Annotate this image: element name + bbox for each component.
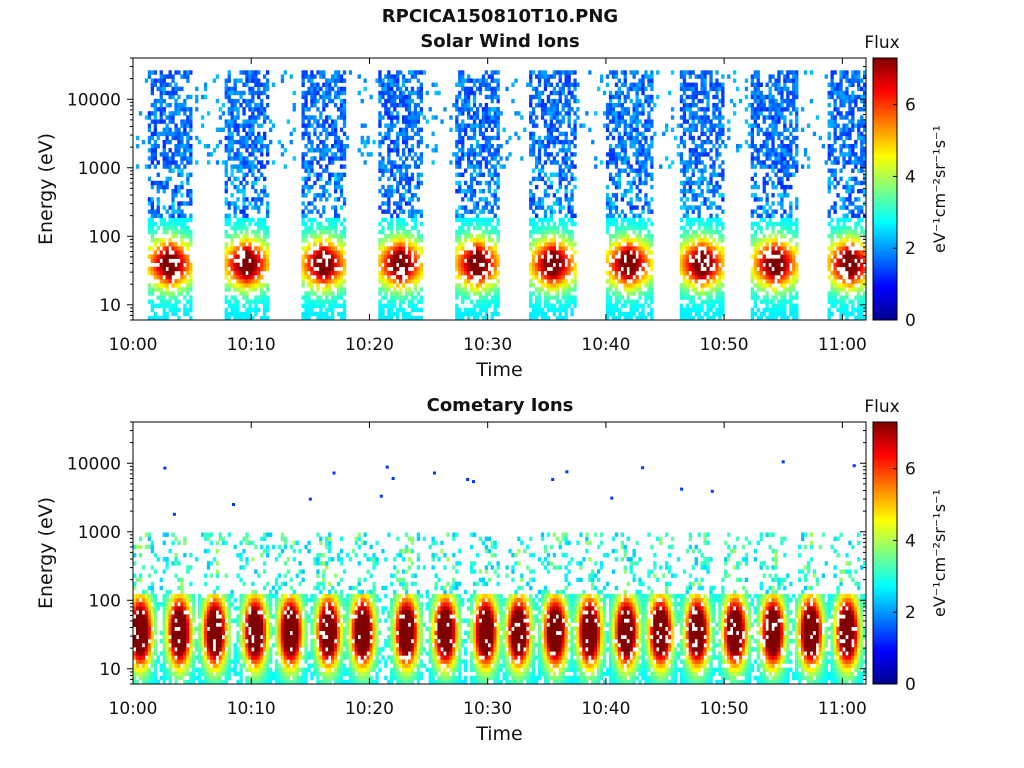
colorbar-unit-label: eV⁻¹cm⁻²sr⁻¹s⁻¹ bbox=[930, 125, 949, 253]
colorbar-unit-label: eV⁻¹cm⁻²sr⁻¹s⁻¹ bbox=[930, 489, 949, 617]
x-axis-label: Time bbox=[475, 359, 523, 381]
sparse-point bbox=[332, 471, 336, 475]
colorbar-label: Flux bbox=[864, 33, 899, 53]
colorbar-tick-label: 0 bbox=[905, 675, 916, 695]
y-tick-label: 1000 bbox=[78, 159, 121, 179]
cometary-panel-title: Cometary Ions bbox=[426, 395, 574, 416]
x-axis-label: Time bbox=[475, 723, 523, 745]
colorbar-label: Flux bbox=[864, 397, 899, 417]
cometary-ions-panel: 10 100 1000 10000 10:00 10:10 10:20 10:30 10:40 1… bbox=[35, 397, 949, 745]
y-tick-label: 100 bbox=[89, 591, 121, 611]
sparse-point bbox=[565, 470, 569, 474]
x-tick-label: 10:00 bbox=[109, 699, 158, 719]
sparse-point bbox=[308, 497, 312, 501]
x-tick-label: 10:20 bbox=[345, 699, 394, 719]
sparse-point bbox=[551, 478, 555, 481]
colorbar bbox=[872, 421, 898, 685]
colorbar-tick-label: 2 bbox=[905, 603, 916, 623]
sparse-point bbox=[391, 477, 395, 480]
sparse-point bbox=[781, 460, 785, 464]
spectrogram-cells bbox=[133, 460, 867, 685]
y-axis-label: Energy (eV) bbox=[35, 497, 57, 609]
colorbar-tick-label: 0 bbox=[905, 311, 916, 331]
sparse-point bbox=[172, 512, 176, 516]
x-tick-label: 11:00 bbox=[818, 699, 867, 719]
x-tick-label: 10:30 bbox=[463, 335, 512, 355]
sparse-point bbox=[472, 480, 475, 484]
sparse-point bbox=[852, 464, 856, 468]
plot-frame bbox=[132, 421, 867, 685]
spectrogram-cells bbox=[136, 70, 867, 321]
page-title: RPCICA150810T10.PNG bbox=[381, 6, 619, 27]
colorbar-tick-label: 4 bbox=[905, 531, 916, 551]
y-tick-label: 10000 bbox=[67, 90, 121, 110]
x-tick-label: 10:50 bbox=[700, 699, 749, 719]
x-tick-label: 10:10 bbox=[227, 699, 276, 719]
sparse-point bbox=[433, 471, 436, 475]
x-tick-label: 10:40 bbox=[581, 699, 630, 719]
y-tick-label: 1000 bbox=[78, 523, 121, 543]
x-tick-label: 10:10 bbox=[227, 335, 276, 355]
plot-frame bbox=[132, 57, 867, 321]
x-tick-label: 10:30 bbox=[463, 699, 512, 719]
colorbar-tick-label: 2 bbox=[905, 239, 916, 259]
y-tick-label: 10000 bbox=[67, 454, 121, 474]
colorbar-tick-label: 4 bbox=[905, 167, 916, 187]
y-tick-label: 100 bbox=[89, 227, 121, 247]
x-tick-label: 10:20 bbox=[345, 335, 394, 355]
sparse-point bbox=[641, 466, 645, 470]
sparse-point bbox=[610, 496, 614, 500]
solar-wind-panel-title: Solar Wind Ions bbox=[420, 31, 580, 52]
sparse-point bbox=[232, 503, 235, 506]
x-tick-label: 11:00 bbox=[818, 335, 867, 355]
colorbar-tick-label: 6 bbox=[905, 96, 916, 116]
x-tick-label: 10:00 bbox=[109, 335, 158, 355]
sparse-point bbox=[680, 487, 684, 491]
sparse-point bbox=[710, 489, 714, 493]
y-axis-label: Energy (eV) bbox=[35, 133, 57, 245]
x-tick-label: 10:40 bbox=[581, 335, 630, 355]
sparse-point bbox=[163, 466, 167, 470]
colorbar-tick-label: 6 bbox=[905, 460, 916, 480]
x-tick-label: 10:50 bbox=[700, 335, 749, 355]
y-tick-label: 10 bbox=[99, 296, 121, 316]
solar-wind-ions-panel: 10 100 1000 10000 10:00 10:10 10:20 10:30 10:40 1… bbox=[35, 33, 949, 381]
sparse-point bbox=[385, 465, 389, 469]
colorbar bbox=[872, 57, 898, 321]
sparse-point bbox=[466, 478, 470, 481]
y-tick-label: 10 bbox=[99, 660, 121, 680]
sparse-point bbox=[379, 494, 383, 498]
